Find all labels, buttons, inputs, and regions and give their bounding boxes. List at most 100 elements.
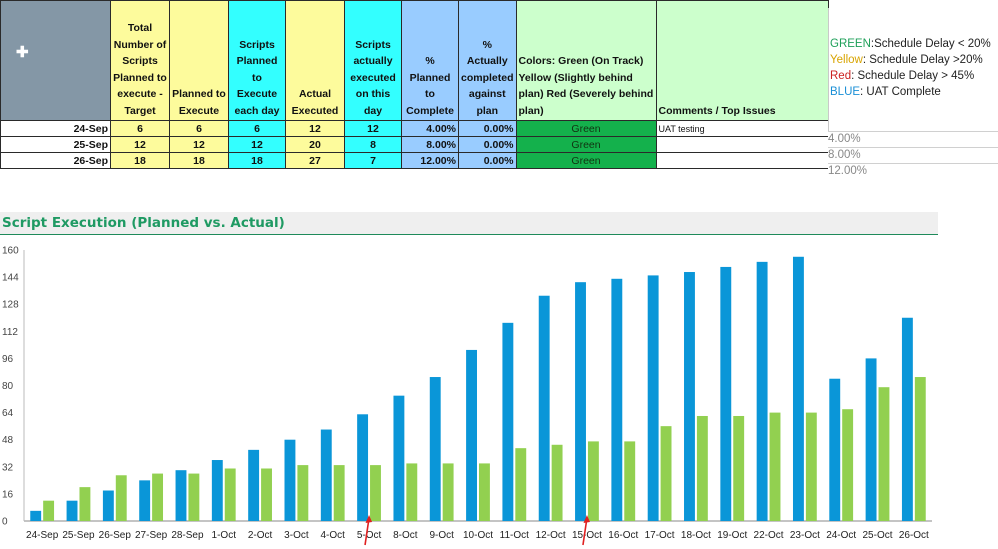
row-comment[interactable] (655, 136, 829, 153)
row-pct-actual[interactable]: 0.00% (458, 136, 517, 153)
header-colors[interactable]: Colors: Green (On Track) Yellow (Slightl… (515, 0, 657, 121)
header-target[interactable]: Total Number of Scripts Planned to execu… (110, 0, 170, 121)
planned-bar[interactable] (829, 378, 841, 521)
row-status[interactable]: Green (515, 152, 657, 169)
actual-bar[interactable] (696, 415, 708, 521)
row-target[interactable]: 12 (110, 136, 170, 153)
planned-bar[interactable] (393, 395, 405, 521)
row-pct-planned[interactable]: 8.00% (401, 136, 459, 153)
row-actual-day[interactable]: 7 (344, 152, 402, 169)
actual-bar[interactable] (188, 473, 200, 521)
row-planned-day[interactable]: 12 (228, 136, 286, 153)
planned-bar[interactable] (647, 275, 659, 521)
planned-bar[interactable] (901, 317, 913, 521)
row-actual-day[interactable]: 8 (344, 136, 402, 153)
x-tick-label: 26-Oct (899, 530, 929, 541)
header-pct-actual[interactable]: % Actually completed against plan (458, 0, 517, 121)
actual-bar[interactable] (261, 468, 272, 521)
planned-bar[interactable] (865, 358, 877, 521)
planned-bar[interactable] (611, 278, 623, 521)
row-planned[interactable]: 12 (169, 136, 229, 153)
actual-bar[interactable] (152, 473, 164, 521)
row-comment[interactable]: UAT testing (655, 120, 829, 137)
row-pct-planned[interactable]: 12.00% (401, 152, 459, 169)
actual-bar[interactable] (406, 463, 418, 521)
actual-bar[interactable] (115, 475, 127, 521)
planned-bar[interactable] (320, 429, 332, 521)
row-planned-day[interactable]: 18 (228, 152, 286, 169)
planned-bar[interactable] (538, 295, 550, 521)
actual-bar[interactable] (842, 409, 854, 521)
actual-bar[interactable] (224, 468, 236, 521)
actual-bar[interactable] (769, 412, 781, 521)
planned-bar[interactable] (357, 414, 369, 521)
selected-cell[interactable]: ✚ (0, 0, 111, 121)
planned-bar[interactable] (684, 272, 695, 521)
y-tick-label: 128 (2, 300, 19, 311)
actual-bar[interactable] (805, 412, 817, 521)
actual-bar[interactable] (333, 465, 345, 521)
planned-bar[interactable] (502, 322, 514, 521)
legend-key: Yellow (830, 54, 863, 66)
row-pct-actual[interactable]: 0.00% (458, 120, 517, 137)
execution-bar-chart[interactable]: 0 16 32 48 64 80 96 112 128 144 160 24-Sep 25-Sep 26-… (0, 238, 940, 549)
row-actual[interactable]: 20 (285, 136, 345, 153)
row-target[interactable]: 18 (110, 152, 170, 169)
row-date[interactable]: 25-Sep (0, 136, 111, 153)
actual-bar[interactable] (515, 448, 527, 521)
actual-bar[interactable] (660, 426, 672, 521)
planned-bar[interactable] (30, 510, 42, 521)
planned-bar[interactable] (139, 480, 151, 521)
planned-bar[interactable] (466, 349, 477, 521)
actual-bar[interactable] (479, 463, 490, 521)
actual-bar[interactable] (733, 415, 745, 521)
header-planned[interactable]: Planned to Execute (169, 0, 229, 121)
planned-bar[interactable] (102, 490, 114, 521)
row-pct-planned[interactable]: 4.00% (401, 120, 459, 137)
planned-bar[interactable] (66, 500, 78, 521)
actual-bar[interactable] (79, 487, 91, 521)
row-planned-day[interactable]: 6 (228, 120, 286, 137)
extra-pct-cell[interactable]: 12.00% (828, 163, 998, 179)
row-status[interactable]: Green (515, 136, 657, 153)
header-comments[interactable]: Comments / Top Issues (655, 0, 829, 121)
actual-bar[interactable] (624, 441, 636, 521)
row-planned[interactable]: 6 (169, 120, 229, 137)
planned-bar[interactable] (575, 282, 586, 521)
chart-title-bar[interactable]: Script Execution (Planned vs. Actual) (0, 212, 938, 235)
row-comment[interactable] (655, 152, 829, 169)
actual-bar[interactable] (587, 441, 599, 521)
row-date[interactable]: 24-Sep (0, 120, 111, 137)
row-target[interactable]: 6 (110, 120, 170, 137)
row-planned[interactable]: 18 (169, 152, 229, 169)
actual-bar[interactable] (551, 444, 563, 521)
row-actual[interactable]: 27 (285, 152, 345, 169)
planned-bar[interactable] (720, 266, 732, 521)
actual-bar[interactable] (43, 500, 55, 521)
extra-pct-cell[interactable]: 8.00% (828, 147, 998, 163)
planned-bar[interactable] (284, 439, 296, 521)
planned-bar[interactable] (248, 449, 260, 521)
actual-bar[interactable] (442, 463, 454, 521)
header-pct-planned[interactable]: % Planned to Complete (401, 0, 459, 121)
row-status[interactable]: Green (515, 120, 657, 137)
actual-bar[interactable] (914, 377, 926, 521)
header-actual-day[interactable]: Scripts actually executed on this day (344, 0, 402, 121)
actual-bar[interactable] (370, 465, 381, 521)
planned-bar[interactable] (211, 460, 223, 521)
row-actual[interactable]: 12 (285, 120, 345, 137)
x-tick-label: 26-Sep (99, 530, 132, 541)
row-pct-actual[interactable]: 0.00% (458, 152, 517, 169)
actual-bar[interactable] (878, 387, 890, 521)
planned-bar[interactable] (429, 377, 441, 521)
row-actual-day[interactable]: 12 (344, 120, 402, 137)
extra-pct-cell[interactable]: 4.00% (828, 131, 998, 147)
actual-bar[interactable] (297, 465, 309, 521)
planned-bar[interactable] (175, 470, 187, 521)
status-legend-cell[interactable]: GREEN:Schedule Delay < 20% Yellow: Schedu… (828, 8, 998, 132)
planned-bar[interactable] (756, 261, 768, 521)
header-planned-day[interactable]: Scripts Planned to Execute each day (228, 0, 286, 121)
header-actual[interactable]: Actual Executed (285, 0, 345, 121)
row-date[interactable]: 26-Sep (0, 152, 111, 169)
planned-bar[interactable] (792, 256, 804, 521)
